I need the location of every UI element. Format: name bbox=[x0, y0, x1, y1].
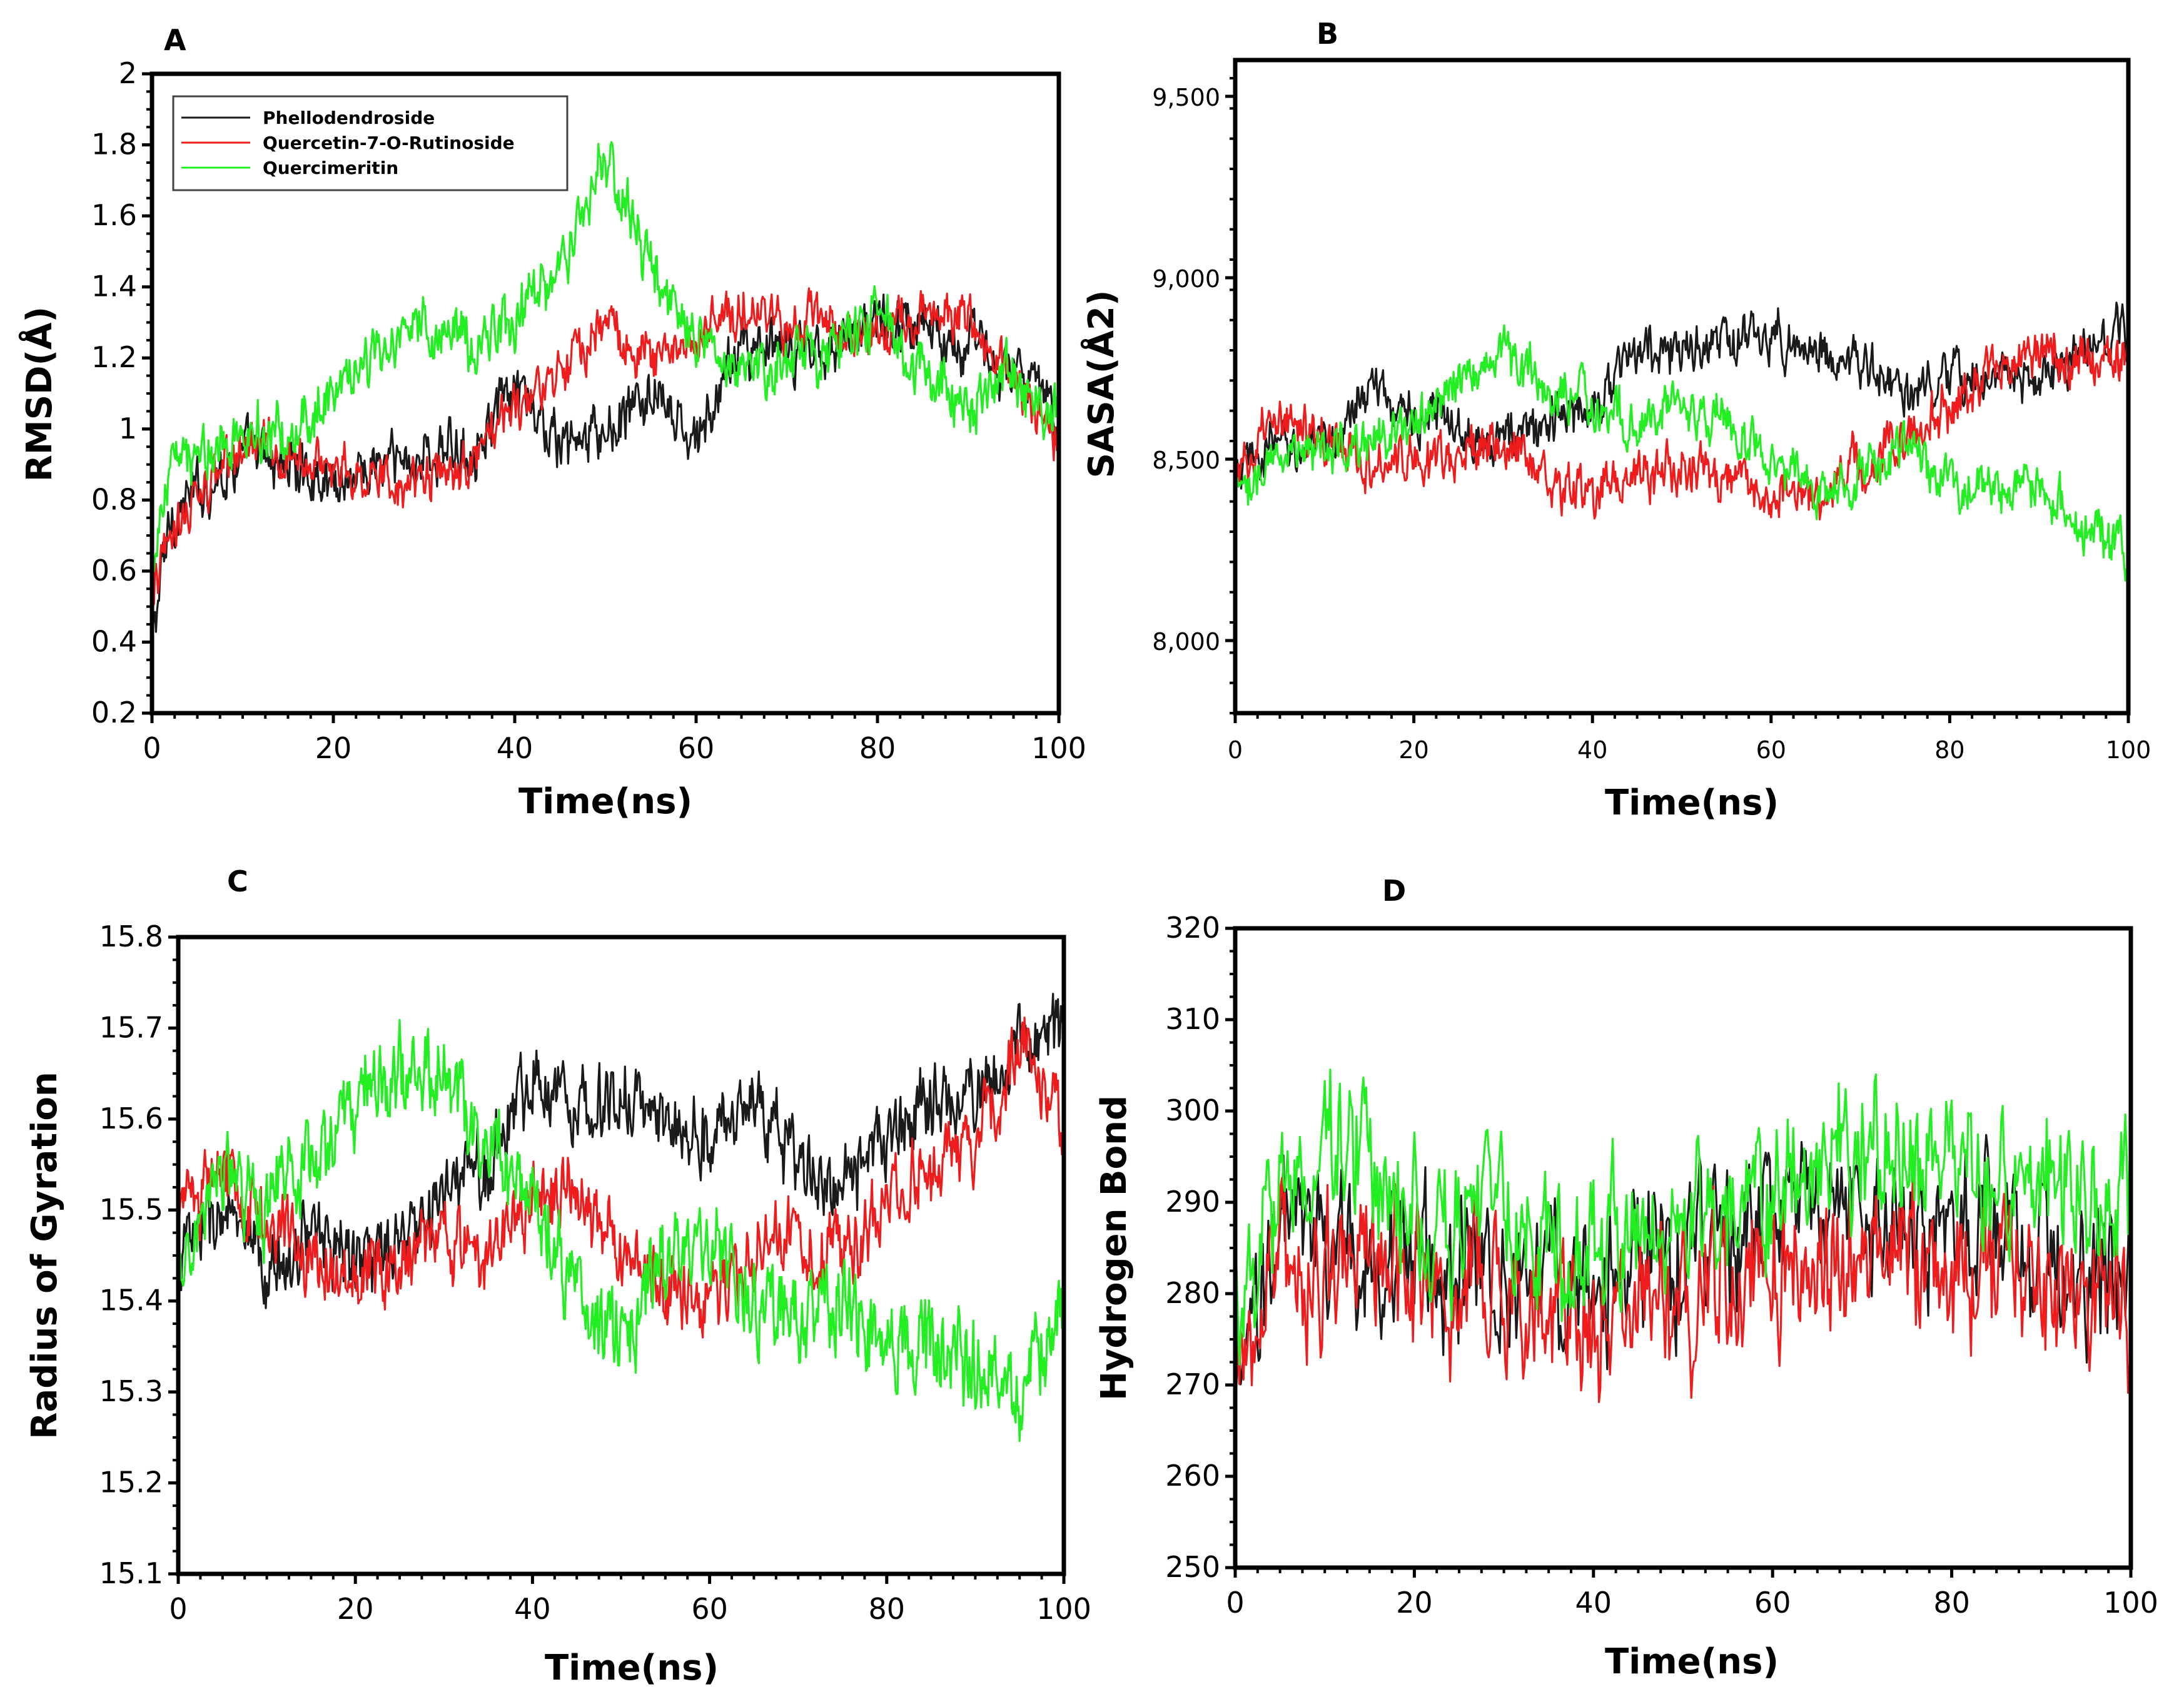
panel-d-series-phellodendroside bbox=[1234, 1133, 2132, 1411]
panel-d-xtick-label: 100 bbox=[2103, 1586, 2158, 1620]
panel-c-xtick-label: 100 bbox=[1036, 1592, 1091, 1626]
panel-b-xtick-label: 100 bbox=[2106, 736, 2151, 764]
panel-b-series-quercimeritin bbox=[1234, 324, 2130, 582]
panel-a-ytick-label: 1.8 bbox=[91, 128, 137, 161]
panel-b-ylabel: SASA(Å2) bbox=[1081, 290, 1122, 479]
panel-d-frame bbox=[1233, 926, 2133, 1570]
panel-a-ylabel: RMSD(Å) bbox=[19, 307, 60, 482]
panel-label-c: C bbox=[227, 865, 248, 898]
panel-b-series-phellodendroside bbox=[1234, 302, 2130, 490]
legend-label-quercimeritin: Quercimeritin bbox=[263, 158, 398, 178]
panel-a-ytick-label: 1.6 bbox=[91, 198, 137, 232]
panel-label-d: D bbox=[1382, 874, 1406, 908]
legend-label-phellodendroside: Phellodendroside bbox=[263, 108, 435, 128]
panel-d-ytick-label: 300 bbox=[1165, 1093, 1220, 1127]
panel-b: B 0 20 40 60 80 100 8,000 8,500 9,000 9,500 SASA(… bbox=[1081, 17, 2151, 823]
panel-d-xlabel: Time(ns) bbox=[1605, 1641, 1779, 1682]
panel-d-series-quercimeritin bbox=[1234, 1068, 2132, 1366]
panel-b-frame bbox=[1233, 58, 2131, 716]
panel-a-ytick-label: 0.8 bbox=[91, 482, 137, 516]
panel-a-series-quercimeritin bbox=[151, 141, 1060, 572]
panel-c-xtick-label: 60 bbox=[691, 1592, 728, 1626]
panel-a-ytick-label: 0.6 bbox=[91, 554, 137, 587]
panel-d: D 0 20 40 60 80 100 250 260 270 280 290 300 310 320 H… bbox=[1094, 874, 2158, 1682]
panel-a-xtick-label: 40 bbox=[497, 731, 533, 765]
panel-b-xtick-label: 60 bbox=[1756, 736, 1786, 764]
panel-b-series-quercetin-7-o-rutinoside bbox=[1234, 332, 2130, 520]
panel-label-a: A bbox=[164, 23, 186, 57]
legend: Phellodendroside Quercetin-7-O-Rutinosid… bbox=[172, 95, 569, 191]
panel-a-xtick-label: 80 bbox=[859, 731, 896, 765]
panel-c-series-quercetin-7-o-rutinoside bbox=[177, 1017, 1065, 1339]
panel-b-ytick-label: 9,000 bbox=[1152, 265, 1220, 293]
panel-label-b: B bbox=[1317, 17, 1338, 51]
panel-a: A 0 20 40 60 80 100 0.2 0.4 0.6 0.8 1 1.2 1.4 1.6 1.8 2… bbox=[19, 23, 1086, 822]
panel-b-xtick-label: 80 bbox=[1934, 736, 1964, 764]
panel-c-xtick-label: 40 bbox=[514, 1592, 551, 1626]
panel-d-ytick-label: 290 bbox=[1165, 1185, 1220, 1219]
panel-a-frame bbox=[149, 71, 1061, 716]
panel-c-ytick-label: 15.1 bbox=[99, 1556, 163, 1590]
panel-d-ytick-label: 320 bbox=[1165, 911, 1220, 945]
panel-c-ytick-label: 15.2 bbox=[99, 1466, 163, 1499]
panel-c-series-phellodendroside bbox=[177, 993, 1065, 1309]
panel-b-xtick-label: 40 bbox=[1577, 736, 1607, 764]
panel-c-xtick-label: 20 bbox=[337, 1592, 374, 1626]
panel-b-plot: 0 20 40 60 80 100 8,000 8,500 9,000 9,500 bbox=[1152, 77, 2151, 764]
panel-d-ytick-label: 280 bbox=[1165, 1276, 1220, 1310]
panel-b-xtick-label: 20 bbox=[1398, 736, 1428, 764]
panel-c-ytick-label: 15.3 bbox=[99, 1374, 163, 1408]
panel-a-ytick-label: 0.4 bbox=[91, 624, 137, 658]
panel-d-xtick-label: 40 bbox=[1575, 1586, 1612, 1620]
panel-d-xtick-label: 60 bbox=[1754, 1586, 1791, 1620]
panel-d-ytick-label: 270 bbox=[1165, 1367, 1220, 1401]
panel-c-series-quercimeritin bbox=[177, 1018, 1065, 1443]
panel-d-series-quercetin-7-o-rutinoside bbox=[1234, 1159, 2132, 1403]
panel-d-plot: 0 20 40 60 80 100 250 260 270 280 290 300 310 320 bbox=[1165, 911, 2158, 1620]
panel-a-series-quercetin-7-o-rutinoside bbox=[151, 287, 1060, 608]
panel-a-xtick-label: 100 bbox=[1031, 731, 1086, 765]
panel-d-ylabel: Hydrogen Bond bbox=[1094, 1095, 1135, 1401]
panel-a-ytick-label: 2 bbox=[119, 56, 137, 90]
panel-d-ytick-label: 260 bbox=[1165, 1459, 1220, 1493]
panel-c-xtick-label: 80 bbox=[869, 1592, 906, 1626]
legend-label-quercetin: Quercetin-7-O-Rutinoside bbox=[263, 133, 515, 153]
panel-c-xtick-label: 0 bbox=[169, 1592, 187, 1626]
panel-a-series-phellodendroside bbox=[151, 293, 1060, 633]
panel-b-ytick-label: 8,000 bbox=[1152, 628, 1220, 656]
panel-b-xlabel: Time(ns) bbox=[1605, 783, 1779, 823]
panel-c-xlabel: Time(ns) bbox=[545, 1648, 719, 1688]
panel-a-ytick-label: 0.2 bbox=[91, 696, 137, 729]
panel-b-ytick-label: 9,500 bbox=[1152, 84, 1220, 111]
panel-b-ytick-label: 8,500 bbox=[1152, 447, 1220, 474]
panel-c-frame bbox=[176, 935, 1066, 1576]
panel-d-ytick-label: 310 bbox=[1165, 1002, 1220, 1036]
panel-c: C 0 20 40 60 80 100 15.1 15.2 15.3 15.4 15.5 15.6 15… bbox=[24, 865, 1091, 1688]
panel-c-plot: 0 20 40 60 80 100 15.1 15.2 15.3 15.4 15.5 15.6 15.7… bbox=[99, 920, 1091, 1626]
panel-c-ytick-label: 15.8 bbox=[99, 920, 163, 953]
panel-c-ytick-label: 15.7 bbox=[99, 1010, 163, 1044]
panel-a-xtick-label: 0 bbox=[143, 731, 161, 765]
panel-a-xlabel: Time(ns) bbox=[518, 781, 692, 822]
panel-d-xtick-label: 20 bbox=[1396, 1586, 1433, 1620]
panel-d-xtick-label: 0 bbox=[1226, 1586, 1244, 1620]
panel-a-xtick-label: 60 bbox=[678, 731, 715, 765]
panel-a-ytick-label: 1.4 bbox=[91, 270, 137, 303]
panel-d-ytick-label: 250 bbox=[1165, 1550, 1220, 1584]
panel-b-xtick-label: 0 bbox=[1228, 736, 1243, 764]
panel-d-xtick-label: 80 bbox=[1933, 1586, 1970, 1620]
panel-a-xtick-label: 20 bbox=[315, 731, 352, 765]
panel-c-ytick-label: 15.4 bbox=[99, 1284, 163, 1317]
panel-c-ylabel: Radius of Gyration bbox=[24, 1072, 65, 1439]
panel-a-ytick-label: 1.2 bbox=[91, 340, 137, 374]
panel-c-ytick-label: 15.6 bbox=[99, 1102, 163, 1135]
panel-c-ytick-label: 15.5 bbox=[99, 1192, 163, 1226]
panel-a-ytick-label: 1 bbox=[119, 412, 137, 445]
